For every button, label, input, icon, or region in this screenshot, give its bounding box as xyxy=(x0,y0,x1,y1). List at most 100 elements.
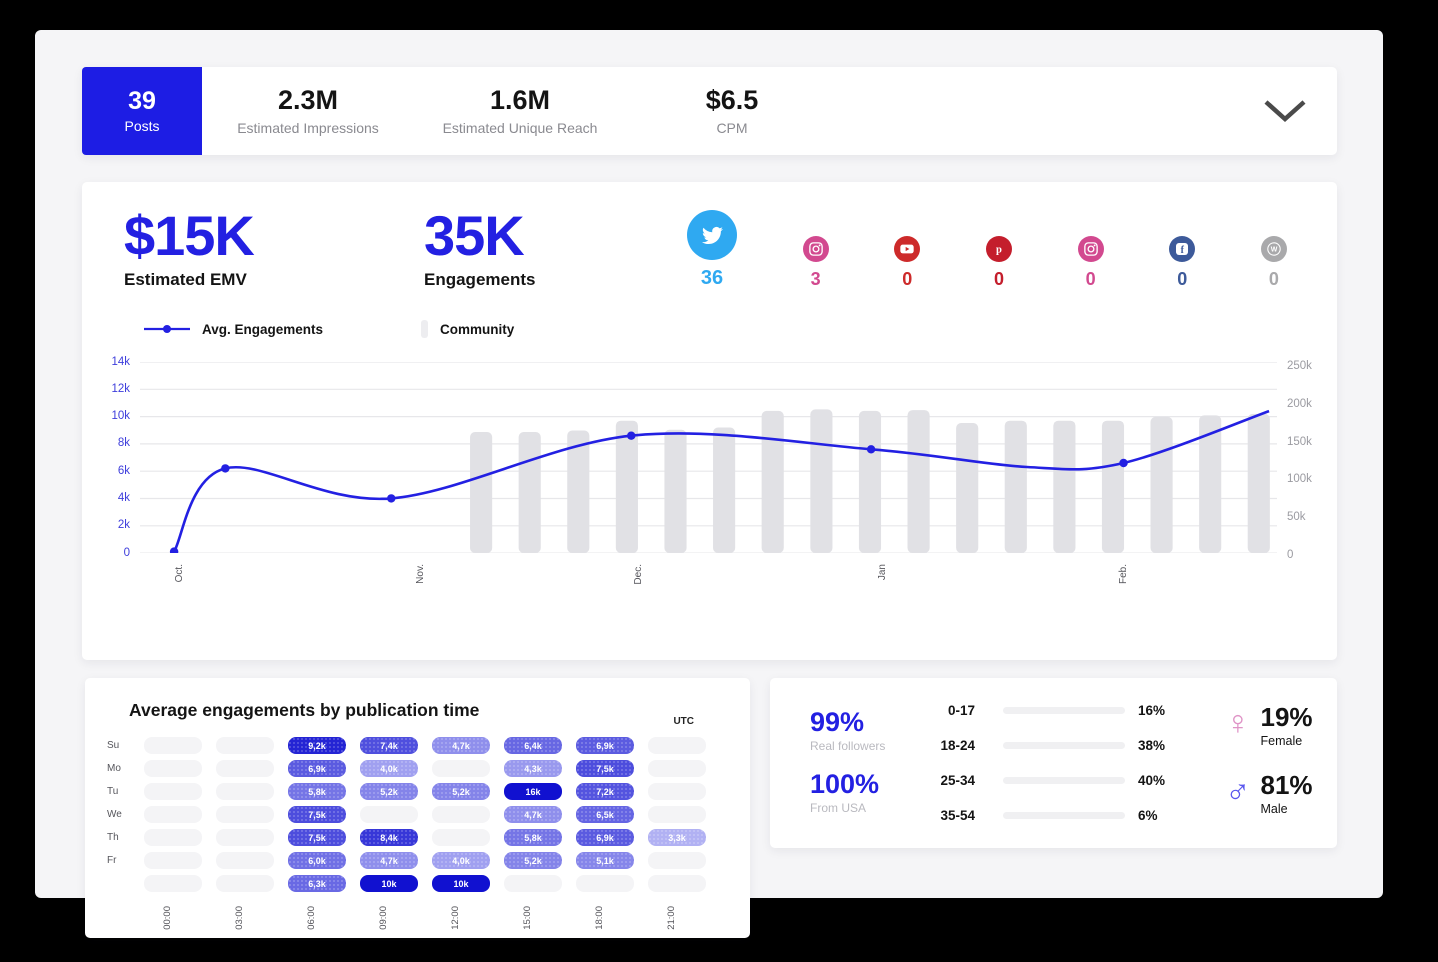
chevron-down-icon xyxy=(1264,100,1306,123)
gender-label: Female xyxy=(1260,734,1303,748)
female-icon: ♀ xyxy=(1225,704,1251,742)
male-icon: ♂ xyxy=(1225,772,1251,810)
heatmap-cell xyxy=(144,783,202,800)
heatmap-cell: 6,4k xyxy=(504,737,562,754)
heatmap-cell: 5,2k xyxy=(432,783,490,800)
heatmap-cell: 6,9k xyxy=(288,760,346,777)
heatmap-cell: 5,8k xyxy=(288,783,346,800)
network-count: 0 xyxy=(1085,269,1096,289)
age-band-row: 18-24 38% xyxy=(770,737,1337,753)
heatmap-cell xyxy=(216,852,274,869)
stat-impressions: 2.3M Estimated Impressions xyxy=(202,67,414,155)
pinterest-icon: p xyxy=(985,236,1012,262)
time-column: 21:00 xyxy=(648,898,706,950)
heatmap-cell: 4,7k xyxy=(504,806,562,823)
heatmap-cell xyxy=(648,783,706,800)
heatmap-cell: 8,4k xyxy=(360,829,418,846)
right-tick: 0 xyxy=(1287,549,1294,561)
time-label: 21:00 xyxy=(666,906,677,930)
line-series-icon xyxy=(144,325,190,333)
heatmap-cell: 5,2k xyxy=(504,852,562,869)
network-instagram[interactable]: 3 xyxy=(802,236,829,290)
x-axis-month-labels: Oct. Nov. Dec. Jan Feb. xyxy=(140,558,1277,616)
expand-chevron-button[interactable] xyxy=(1263,99,1307,123)
legend-community[interactable]: Community xyxy=(421,320,514,338)
instagram-icon xyxy=(802,236,829,262)
heatmap-cell xyxy=(648,737,706,754)
instagram-icon xyxy=(1077,236,1104,262)
right-tick: 250k xyxy=(1287,360,1312,372)
posts-value: 39 xyxy=(128,87,156,116)
right-tick: 100k xyxy=(1287,473,1312,486)
network-instagram-alt[interactable]: 0 xyxy=(1077,236,1104,290)
heatmap-cell: 16k xyxy=(504,783,562,800)
network-youtube[interactable]: 0 xyxy=(894,236,921,290)
heatmap-cell: 7,2k xyxy=(576,783,634,800)
heatmap-cell xyxy=(144,737,202,754)
left-tick: 14k xyxy=(111,355,130,368)
svg-text:f: f xyxy=(1181,245,1185,256)
posts-tab[interactable]: 39 Posts xyxy=(82,67,202,155)
month-label: Feb. xyxy=(1117,564,1129,585)
age-band-bar xyxy=(1003,811,1125,819)
heatmap-cell: 4,0k xyxy=(360,760,418,777)
networks-row: 36 3 0 p 0 0 f 0 W 0 xyxy=(687,208,1287,290)
time-label: 15:00 xyxy=(522,906,533,930)
heatmap-cell: 6,0k xyxy=(288,852,346,869)
time-label: 18:00 xyxy=(594,906,605,930)
right-tick: 200k xyxy=(1287,397,1312,410)
day-label: Su xyxy=(107,740,120,751)
age-band-label: 18-24 xyxy=(940,737,975,753)
heatmap-grid: Su 9,2k 7,4k 4,7k 6,4k 6,9k Mo 6,9k 4,0k 4,3k 7,5k… xyxy=(100,737,750,950)
time-column: 18:00 xyxy=(576,898,634,950)
twitter-icon xyxy=(687,210,737,260)
age-band-label: 0-17 xyxy=(947,702,975,718)
publication-time-heatmap-card: Average engagements by publication time … xyxy=(85,678,750,938)
heatmap-cell: 7,5k xyxy=(288,829,346,846)
heatmap-cell: 6,3k xyxy=(288,875,346,892)
age-band-percent: 40% xyxy=(1138,772,1166,788)
month-label: Dec. xyxy=(633,564,645,585)
time-label: 03:00 xyxy=(234,906,245,930)
timezone-label: UTC xyxy=(673,716,694,727)
real-followers-stat: 99% Real followers xyxy=(810,707,885,754)
heatmap-cell xyxy=(648,875,706,892)
stat-label: CPM xyxy=(716,119,748,136)
left-tick: 8k xyxy=(117,437,130,450)
heatmap-cell: 5,8k xyxy=(504,829,562,846)
heatmap-cell xyxy=(216,806,274,823)
heatmap-cell xyxy=(144,829,202,846)
heatmap-cell xyxy=(360,806,418,823)
heatmap-cell xyxy=(144,875,202,892)
heatmap-cell: 7,4k xyxy=(360,737,418,754)
age-band-bar xyxy=(1003,741,1125,749)
real-followers-value: 99% xyxy=(810,707,865,737)
network-count: 3 xyxy=(810,269,821,289)
network-twitter[interactable]: 36 xyxy=(687,210,737,290)
heatmap-cell xyxy=(216,875,274,892)
left-tick: 4k xyxy=(117,492,130,504)
legend-avg-engagements[interactable]: Avg. Engagements xyxy=(144,322,323,337)
from-usa-label: From USA xyxy=(810,801,867,816)
time-label: 06:00 xyxy=(306,906,317,930)
right-axis-ticks: 250k 200k 150k 100k 50k 0 xyxy=(1277,360,1333,561)
heatmap-cell: 4,0k xyxy=(432,852,490,869)
left-tick: 10k xyxy=(111,410,130,423)
audience-card: 99% Real followers 100% From USA 0-17 16%… xyxy=(770,678,1337,848)
time-label: 12:00 xyxy=(450,906,461,930)
left-tick: 6k xyxy=(117,464,130,477)
day-label: Mo xyxy=(107,763,121,774)
time-column: 15:00 xyxy=(504,898,562,950)
day-label: We xyxy=(107,809,122,820)
gender-stat-male: ♂ 81% Male xyxy=(1225,772,1313,816)
stat-label: Estimated Unique Reach xyxy=(442,119,598,136)
time-column: 03:00 xyxy=(216,898,274,950)
engagements-label: Engagements xyxy=(424,270,536,289)
heatmap-cell: 5,2k xyxy=(360,783,418,800)
heatmap-cell xyxy=(432,829,490,846)
age-band-percent: 6% xyxy=(1138,807,1158,823)
facebook-icon: f xyxy=(1169,236,1196,262)
